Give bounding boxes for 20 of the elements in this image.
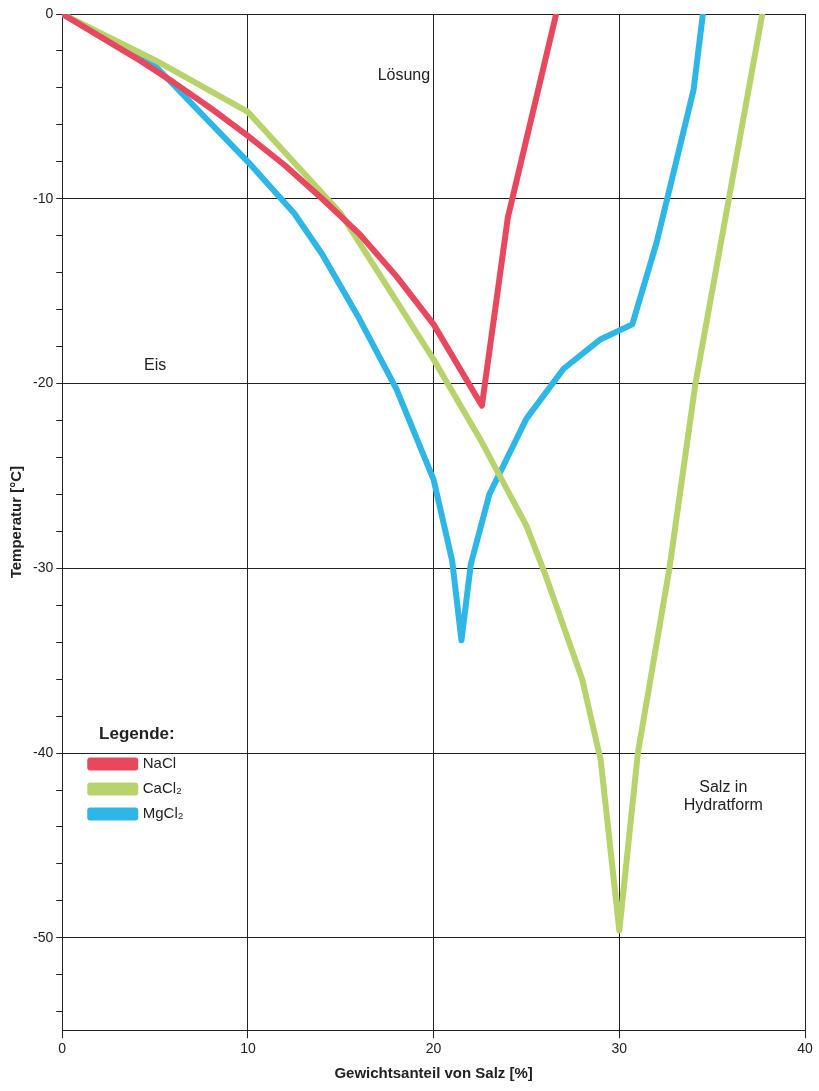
- legend-title: Legende:: [99, 724, 175, 744]
- legend-label: MgCl₂: [142, 804, 184, 822]
- x-tick-label: 20: [425, 1040, 442, 1057]
- x-tick-label: 0: [58, 1040, 67, 1057]
- y-tick-label: -10: [33, 189, 54, 206]
- legend-label: NaCl: [142, 754, 177, 772]
- x-tick-label: 30: [611, 1040, 628, 1057]
- y-tick-label: -50: [33, 928, 54, 945]
- y-tick-label: -20: [33, 374, 54, 391]
- annotation: Lösung: [377, 65, 431, 84]
- x-axis-title: Gewichtsanteil von Salz [%]: [334, 1064, 533, 1082]
- y-axis-title: Temperatur [°C]: [7, 465, 25, 579]
- y-tick-label: -40: [33, 743, 54, 760]
- y-tick-label: -30: [33, 559, 54, 576]
- y-tick-label: 0: [45, 4, 54, 21]
- legend-label: CaCl₂: [142, 779, 183, 797]
- annotation: Eis: [143, 355, 167, 374]
- x-tick-label: 10: [240, 1040, 256, 1057]
- annotation: Salz in Hydratform: [683, 778, 763, 815]
- x-tick-label: 40: [797, 1040, 813, 1057]
